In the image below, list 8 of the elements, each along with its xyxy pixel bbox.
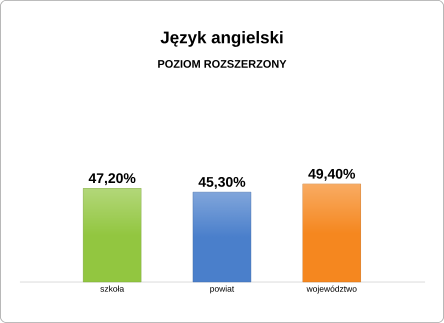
x-tick-label: województwo	[306, 286, 357, 294]
data-label: 47,20%	[88, 173, 136, 186]
x-tick-label: szkoła	[100, 286, 124, 292]
data-label: 49,40%	[308, 168, 356, 181]
chart-title: Język angielski	[160, 31, 282, 47]
chart-subtitle: POZIOM ROZSZERZONY	[158, 60, 286, 68]
data-label: 45,30%	[198, 176, 246, 189]
x-tick-label: powiat	[210, 286, 234, 294]
